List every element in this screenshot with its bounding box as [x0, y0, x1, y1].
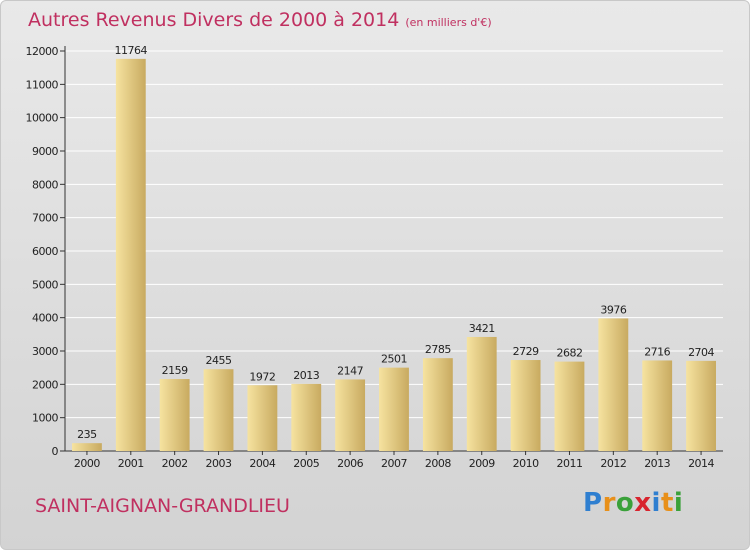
- logo-letter: t: [660, 488, 674, 518]
- x-tick-label: 2001: [118, 457, 144, 470]
- x-tick-label: 2007: [381, 457, 407, 470]
- y-tick-label: 1000: [32, 412, 58, 425]
- y-tick-label: 3000: [32, 345, 58, 358]
- bar-2004: [247, 385, 278, 451]
- x-tick-label: 2000: [74, 457, 100, 470]
- y-tick-label: 5000: [32, 278, 58, 291]
- x-tick-label: 2002: [162, 457, 188, 470]
- x-tick-label: 2009: [469, 457, 495, 470]
- data-label: 2682: [556, 347, 582, 360]
- proxiti-logo: Proxiti: [583, 488, 683, 518]
- bar-2002: [159, 379, 190, 451]
- data-label: 2501: [381, 353, 407, 366]
- bar-2005: [291, 383, 322, 451]
- y-tick-label: 4000: [32, 312, 58, 325]
- bar-2010: [510, 360, 541, 451]
- x-tick-label: 2003: [206, 457, 232, 470]
- logo-letter: P: [583, 488, 603, 518]
- y-tick-label: 2000: [32, 378, 58, 391]
- title-text: Autres Revenus Divers de 2000 à 2014: [28, 9, 400, 31]
- x-tick-label: 2014: [688, 457, 714, 470]
- data-label: 3421: [469, 322, 495, 335]
- logo-letter: i: [673, 488, 684, 518]
- data-label: 2013: [293, 369, 319, 382]
- x-tick-label: 2011: [556, 457, 582, 470]
- data-label: 2785: [425, 343, 451, 356]
- bar-2009: [466, 336, 497, 451]
- x-tick-label: 2013: [644, 457, 670, 470]
- data-label: 2716: [644, 345, 670, 358]
- data-label: 11764: [115, 44, 148, 57]
- bar-2012: [598, 318, 629, 451]
- y-tick-label: 11000: [26, 78, 59, 91]
- data-label: 2455: [206, 354, 232, 367]
- x-tick-label: 2010: [513, 457, 539, 470]
- bar-2011: [554, 361, 585, 451]
- data-label: 235: [77, 428, 97, 441]
- bar-2006: [335, 379, 366, 451]
- logo-letter: o: [615, 488, 635, 518]
- y-tick-label: 9000: [32, 145, 58, 158]
- bar-2013: [642, 360, 673, 451]
- logo-letter: x: [634, 488, 652, 518]
- data-label: 3976: [600, 303, 626, 316]
- y-tick-label: 0: [52, 445, 59, 458]
- bar-2008: [422, 358, 453, 451]
- bar-2007: [379, 367, 409, 451]
- bar-2014: [686, 360, 716, 451]
- x-tick-label: 2005: [293, 457, 319, 470]
- data-label: 2704: [688, 346, 714, 359]
- bar-2003: [203, 369, 234, 451]
- y-tick-label: 7000: [32, 212, 58, 225]
- chart-title: Autres Revenus Divers de 2000 à 2014 (en …: [28, 9, 492, 31]
- data-label: 2147: [337, 364, 363, 377]
- bar-2000: [72, 443, 102, 451]
- data-label: 2159: [162, 364, 188, 377]
- x-tick-label: 2006: [337, 457, 363, 470]
- x-tick-label: 2004: [249, 457, 275, 470]
- bar-2001: [115, 58, 146, 451]
- data-label: 2729: [513, 345, 539, 358]
- place-name: SAINT-AIGNAN-GRANDLIEU: [35, 495, 290, 517]
- x-tick-label: 2008: [425, 457, 451, 470]
- title-unit: (en milliers d'€): [405, 16, 492, 29]
- y-tick-label: 12000: [26, 45, 59, 58]
- y-tick-label: 10000: [26, 112, 59, 125]
- logo-letter: i: [651, 488, 661, 518]
- y-tick-label: 8000: [32, 178, 58, 191]
- logo-letter: r: [602, 488, 616, 518]
- x-tick-label: 2012: [600, 457, 626, 470]
- y-tick-label: 6000: [32, 245, 58, 258]
- data-label: 1972: [249, 370, 275, 383]
